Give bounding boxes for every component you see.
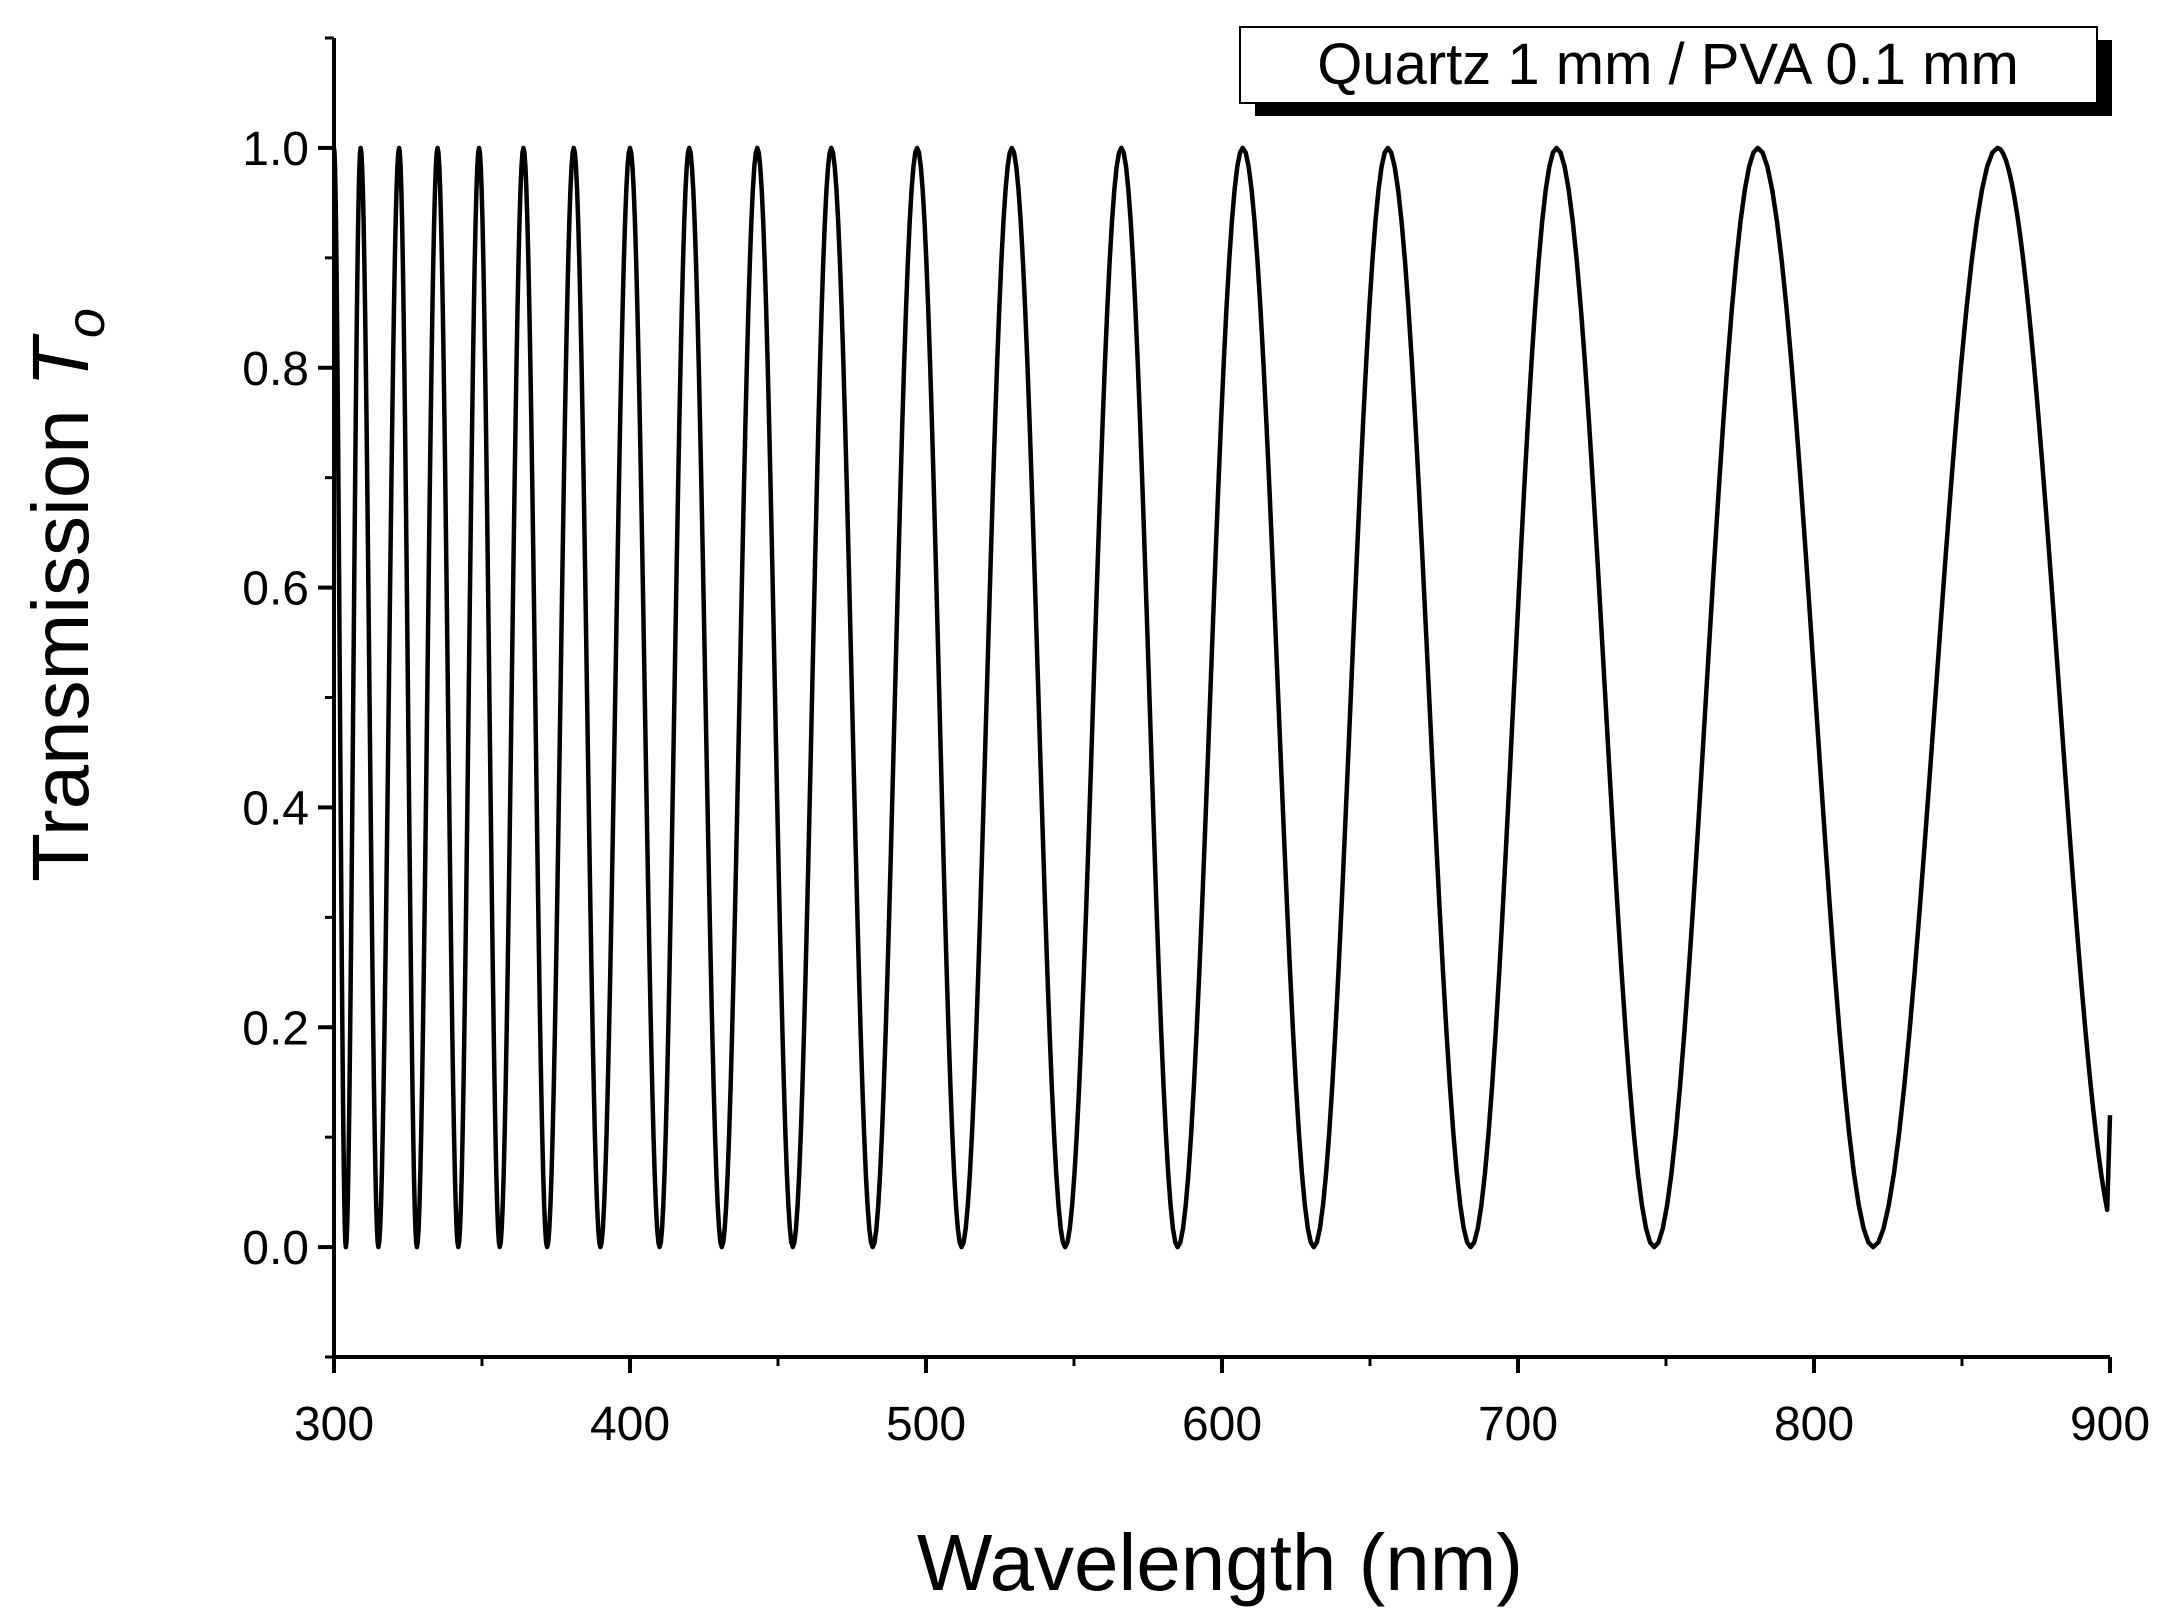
y-tick-label: 0.0 bbox=[242, 1222, 309, 1275]
y-tick-label: 0.8 bbox=[242, 343, 309, 396]
x-tick-label: 900 bbox=[2070, 1398, 2150, 1451]
x-tick-label: 300 bbox=[294, 1398, 374, 1451]
y-axis-title-symbol: T bbox=[16, 333, 105, 387]
series-line bbox=[331, 145, 2113, 1250]
x-tick-label: 700 bbox=[1478, 1398, 1558, 1451]
y-tick-label: 0.4 bbox=[242, 782, 309, 835]
x-tick-label: 800 bbox=[1774, 1398, 1854, 1451]
series-layer bbox=[331, 145, 2113, 1250]
y-tick-label: 0.6 bbox=[242, 563, 309, 616]
x-tick-label: 400 bbox=[590, 1398, 670, 1451]
axes bbox=[332, 38, 2110, 1359]
y-tick-label: 1.0 bbox=[242, 123, 309, 176]
y-axis-title: Transmission To bbox=[16, 308, 116, 882]
legend: Quartz 1 mm / PVA 0.1 mm bbox=[1239, 26, 2112, 116]
x-tick-label: 600 bbox=[1182, 1398, 1262, 1451]
y-axis-title-subscript: o bbox=[56, 308, 116, 338]
x-tick-label: 500 bbox=[886, 1398, 966, 1451]
x-axis-ticks: 300 400 500 600 700 800 900 bbox=[294, 1357, 2150, 1451]
legend-box bbox=[1239, 26, 2098, 104]
x-axis-title: Wavelength (nm) bbox=[917, 1518, 1523, 1607]
y-axis-title-main: Transmission bbox=[16, 387, 105, 882]
y-axis-ticks: 0.0 0.2 0.4 0.6 0.8 1.0 bbox=[242, 36, 334, 1359]
legend-text: Quartz 1 mm / PVA 0.1 mm bbox=[1317, 32, 2019, 97]
y-tick-label: 0.2 bbox=[242, 1002, 309, 1055]
